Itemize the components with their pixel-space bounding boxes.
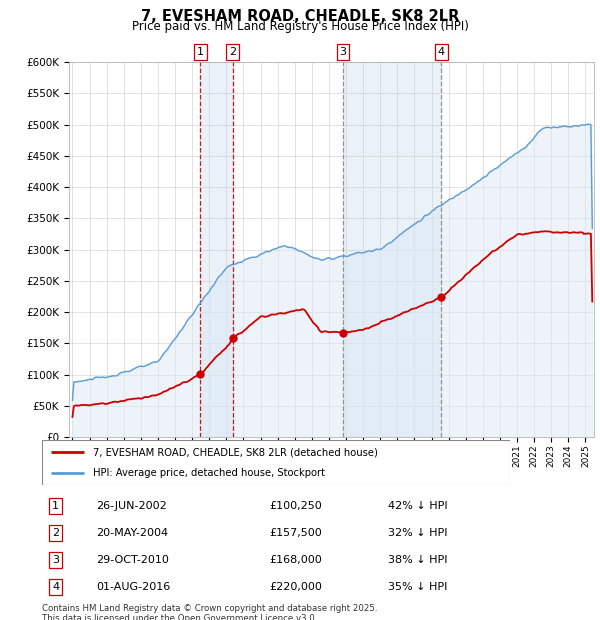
Text: £220,000: £220,000 [269, 582, 322, 592]
Text: 4: 4 [438, 47, 445, 57]
Text: 3: 3 [340, 47, 347, 57]
Text: 7, EVESHAM ROAD, CHEADLE, SK8 2LR: 7, EVESHAM ROAD, CHEADLE, SK8 2LR [141, 9, 459, 24]
FancyBboxPatch shape [42, 440, 510, 485]
Bar [343, 62, 442, 437]
Text: Contains HM Land Registry data © Crown copyright and database right 2025.
This d: Contains HM Land Registry data © Crown c… [42, 604, 377, 620]
Text: £168,000: £168,000 [269, 555, 322, 565]
Text: 2: 2 [229, 47, 236, 57]
Text: 4: 4 [52, 582, 59, 592]
Text: 7, EVESHAM ROAD, CHEADLE, SK8 2LR (detached house): 7, EVESHAM ROAD, CHEADLE, SK8 2LR (detac… [94, 447, 379, 458]
Bar [200, 62, 233, 437]
Text: 38% ↓ HPI: 38% ↓ HPI [388, 555, 447, 565]
Text: 1: 1 [52, 501, 59, 511]
Text: HPI: Average price, detached house, Stockport: HPI: Average price, detached house, Stoc… [94, 467, 325, 478]
Text: £157,500: £157,500 [269, 528, 322, 538]
Text: 3: 3 [52, 555, 59, 565]
Text: 20-MAY-2004: 20-MAY-2004 [96, 528, 168, 538]
Text: 35% ↓ HPI: 35% ↓ HPI [388, 582, 447, 592]
Text: 42% ↓ HPI: 42% ↓ HPI [388, 501, 447, 511]
Text: 29-OCT-2010: 29-OCT-2010 [96, 555, 169, 565]
Text: 01-AUG-2016: 01-AUG-2016 [96, 582, 170, 592]
Text: 2: 2 [52, 528, 59, 538]
Text: £100,250: £100,250 [269, 501, 322, 511]
Text: 1: 1 [197, 47, 204, 57]
Text: 32% ↓ HPI: 32% ↓ HPI [388, 528, 447, 538]
Text: 26-JUN-2002: 26-JUN-2002 [96, 501, 167, 511]
Text: Price paid vs. HM Land Registry's House Price Index (HPI): Price paid vs. HM Land Registry's House … [131, 20, 469, 33]
